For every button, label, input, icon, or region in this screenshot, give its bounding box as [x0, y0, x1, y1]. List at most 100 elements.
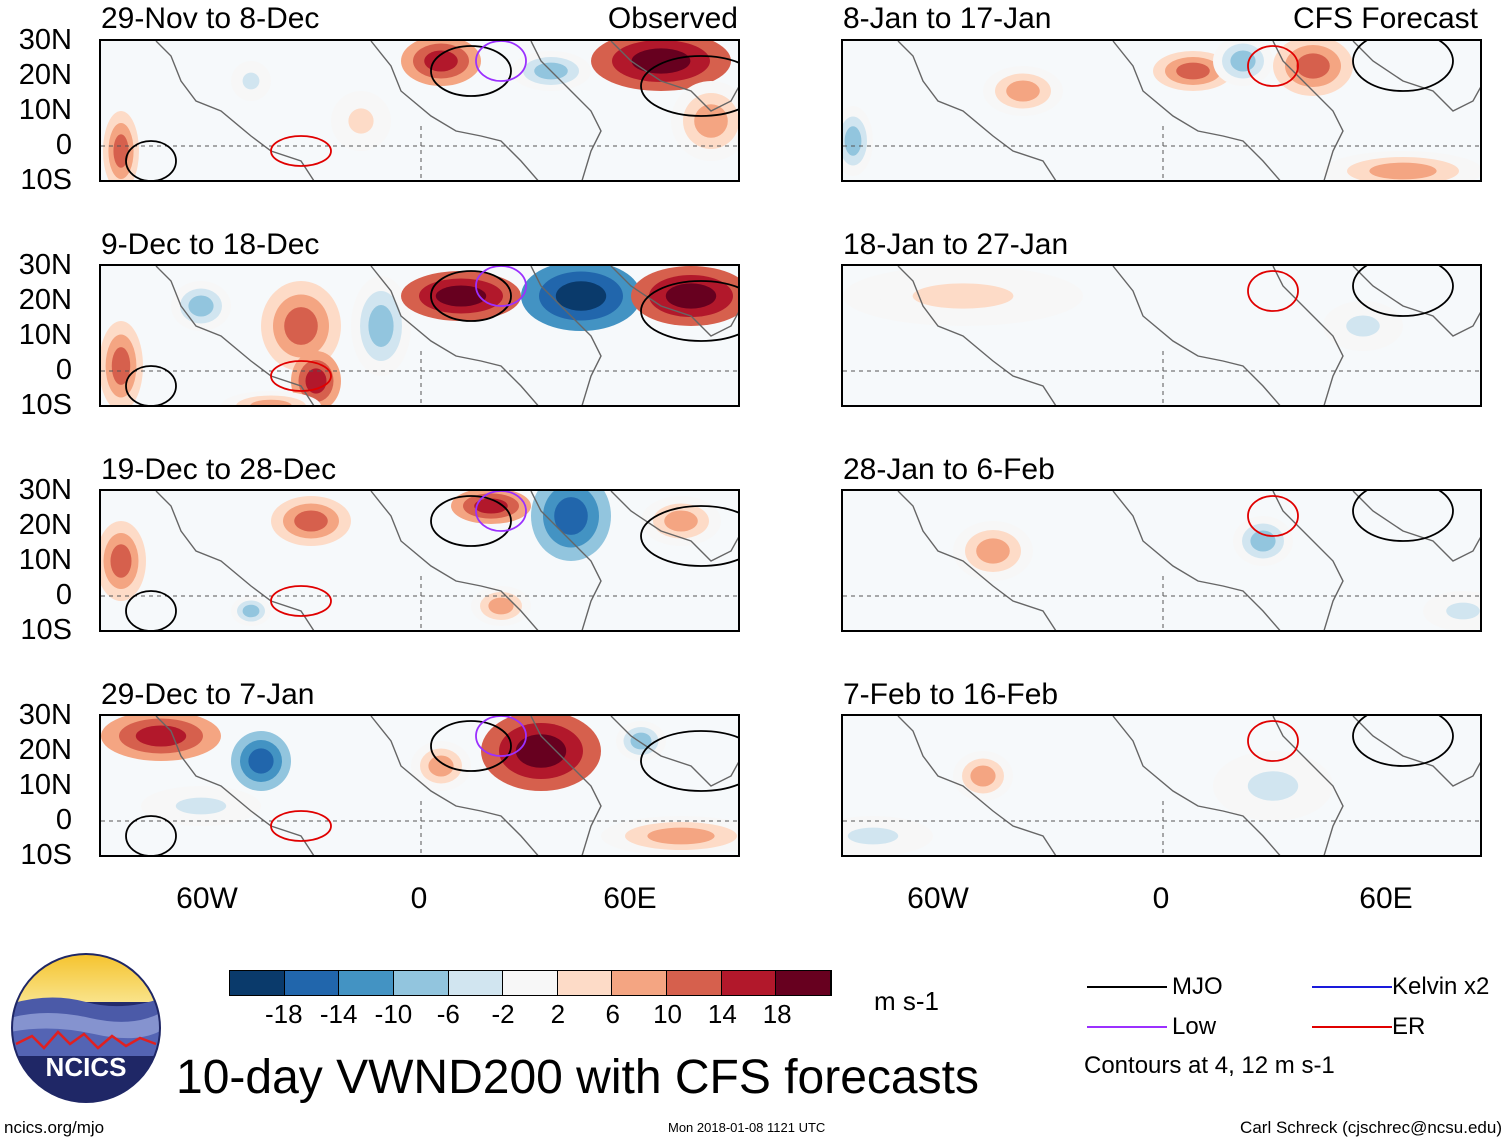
panel-title-fcst-2: 18-Jan to 27-Jan — [843, 228, 1069, 261]
wave-contour — [125, 815, 177, 855]
coastline — [370, 716, 539, 855]
panel-title-fcst-4: 7-Feb to 16-Feb — [843, 678, 1059, 711]
lat-tick: 30N — [18, 24, 72, 56]
anomaly-shading — [348, 108, 374, 134]
wave-contour — [270, 135, 332, 167]
map-panel-obs-4 — [99, 714, 740, 857]
anomaly-shading — [242, 604, 260, 618]
anomaly-shading — [242, 72, 260, 90]
anomaly-shading — [175, 797, 227, 815]
colorbar — [229, 970, 832, 996]
panel-title-obs-3: 19-Dec to 28-Dec — [101, 453, 337, 486]
anomaly-shading — [1369, 162, 1437, 180]
colorbar-swatch — [557, 971, 613, 995]
coastline — [1352, 41, 1480, 112]
lat-tick: 10N — [18, 769, 72, 801]
coastline — [610, 716, 738, 787]
anomaly-shading — [844, 126, 862, 156]
lat-tick: 10N — [18, 544, 72, 576]
anomaly-shading — [631, 48, 691, 74]
coastline — [1112, 41, 1281, 180]
lat-tick: 20N — [18, 59, 72, 91]
colorbar-swatch — [393, 971, 449, 995]
map-panel-fcst-2 — [841, 264, 1482, 407]
coastline — [1352, 716, 1480, 787]
coastline — [1272, 491, 1344, 630]
forecast-tag: CFS Forecast — [1292, 2, 1478, 35]
anomaly-shading — [428, 755, 454, 777]
coastline — [530, 716, 602, 855]
map-field — [101, 716, 738, 855]
anomaly-shading — [1296, 53, 1330, 79]
anomaly-shading — [665, 283, 717, 309]
coastline — [1112, 266, 1281, 405]
panel-title-obs-1: 29-Nov to 8-Dec — [101, 2, 320, 35]
wave-contour — [640, 55, 738, 117]
lat-tick: 0 — [55, 354, 72, 386]
colorbar-swatch — [776, 971, 832, 995]
lat-tick: 10S — [20, 614, 72, 646]
map-field — [101, 41, 738, 180]
anomaly-shading — [847, 827, 899, 845]
colorbar-tick-label: 6 — [605, 999, 620, 1029]
map-field — [843, 41, 1480, 180]
legend-label-low: Low — [1172, 1013, 1217, 1040]
observed-tag: Observed — [607, 2, 738, 35]
colorbar-tick-label: -6 — [436, 999, 460, 1029]
colorbar-swatch — [339, 971, 394, 995]
colorbar-swatch — [667, 971, 722, 995]
wave-contour — [430, 720, 512, 772]
wave-contour — [430, 270, 512, 322]
wave-contour — [1352, 41, 1454, 92]
anomaly-shading — [555, 281, 607, 311]
legend-line-kelvin — [1312, 986, 1392, 988]
footer-timestamp: Mon 2018-01-08 1121 UTC — [668, 1120, 826, 1135]
footer-url[interactable]: ncics.org/mjo — [4, 1118, 105, 1137]
wave-contour — [640, 730, 738, 792]
colorbar-tick-label: -14 — [319, 999, 358, 1029]
anomaly-shading — [647, 827, 715, 845]
anomaly-shading — [248, 748, 274, 774]
coastline — [155, 266, 315, 405]
lon-tick: 60E — [603, 882, 657, 915]
wave-contour — [640, 280, 738, 342]
legend-label-kelvin: Kelvin x2 — [1392, 973, 1490, 1000]
units-label: m s-1 — [874, 986, 939, 1016]
anomaly-shading — [1006, 80, 1040, 102]
lat-tick: 10N — [18, 319, 72, 351]
coastline — [370, 491, 539, 630]
anomaly-shading — [694, 104, 728, 138]
lat-tick: 10N — [18, 94, 72, 126]
colorbar-tick-label: -18 — [265, 999, 303, 1029]
anomaly-shading — [250, 399, 292, 405]
legend-line-low — [1087, 1026, 1167, 1028]
anomaly-shading — [976, 538, 1010, 564]
map-panel-obs-1 — [99, 39, 740, 182]
wave-contour — [475, 266, 527, 307]
anomaly-shading — [435, 285, 487, 307]
legend-label-er: ER — [1392, 1013, 1426, 1040]
anomaly-shading — [294, 510, 328, 532]
colorbar-tick-label: 10 — [653, 999, 682, 1029]
anomaly-shading — [135, 725, 187, 747]
coastline — [1352, 491, 1480, 562]
anomaly-shading — [1230, 50, 1256, 72]
anomaly-shading — [488, 597, 514, 615]
coastline — [370, 41, 539, 180]
coastline — [897, 716, 1057, 855]
coastline — [610, 491, 738, 562]
coastline — [1112, 491, 1281, 630]
anomaly-shading — [113, 134, 129, 168]
panel-title-obs-2: 9-Dec to 18-Dec — [101, 228, 320, 261]
wave-contour — [1352, 716, 1454, 767]
coastline — [897, 41, 1057, 180]
anomaly-shading — [515, 734, 567, 768]
coastline — [370, 266, 539, 405]
coastline — [1272, 716, 1344, 855]
lat-tick: 20N — [18, 284, 72, 316]
lat-tick: 0 — [55, 129, 72, 161]
lat-tick: 10S — [20, 164, 72, 196]
colorbar-swatch — [448, 971, 504, 995]
coastline — [897, 266, 1057, 405]
anomaly-shading — [664, 510, 698, 532]
